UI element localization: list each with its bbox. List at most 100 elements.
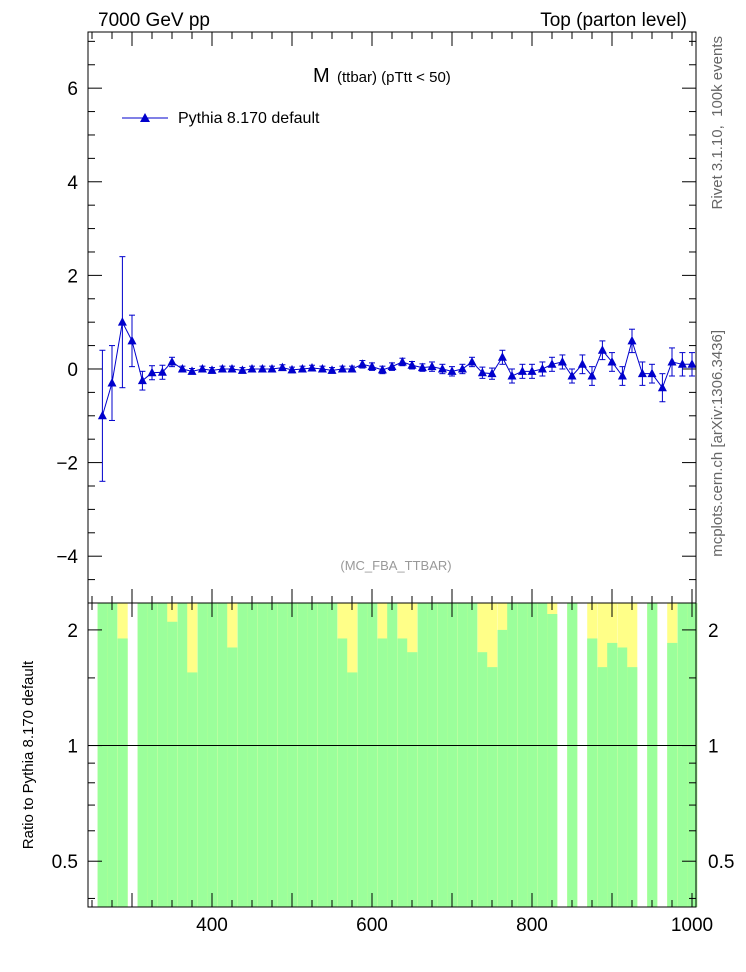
- main-ytick-label: 0: [67, 360, 78, 381]
- ratio-band-inner: [527, 603, 538, 907]
- ratio-band-inner: [387, 603, 398, 907]
- data-point: [157, 367, 167, 376]
- ratio-band-inner: [307, 603, 318, 907]
- ratio-band-inner: [517, 603, 528, 907]
- main-ytick-label: −2: [56, 454, 78, 475]
- ratio-xtick-label: 1000: [671, 915, 713, 936]
- data-point: [637, 368, 647, 378]
- data-point: [197, 363, 207, 373]
- data-point: [627, 335, 637, 345]
- data-point: [517, 366, 527, 375]
- ratio-band-inner: [477, 652, 488, 907]
- ratio-band-inner: [357, 603, 368, 907]
- ratio-ytick-label: 2: [67, 621, 78, 642]
- data-point: [457, 363, 467, 373]
- ratio-xtick-label: 800: [516, 915, 548, 936]
- legend-label: Pythia 8.170 default: [178, 110, 320, 127]
- plot-title-main: M: [313, 65, 330, 87]
- legend-marker: [140, 113, 150, 122]
- data-point: [597, 345, 607, 354]
- ratio-band-inner: [267, 603, 278, 907]
- data-point: [347, 363, 357, 373]
- data-point: [617, 371, 627, 380]
- data-point: [217, 363, 227, 373]
- ratio-band-inner: [137, 603, 148, 907]
- data-point: [607, 356, 617, 366]
- ratio-band-inner: [107, 603, 118, 907]
- ratio-ytick-label: 1: [67, 737, 78, 758]
- data-point: [317, 363, 327, 373]
- ratio-band-inner: [327, 603, 338, 907]
- ratio-band-inner: [687, 603, 698, 907]
- data-point: [307, 363, 317, 372]
- data-point: [377, 364, 387, 374]
- data-point: [497, 352, 507, 361]
- data-point: [237, 365, 247, 374]
- ratio-ytick-label-right: 0.5: [708, 852, 734, 873]
- data-point: [297, 363, 307, 373]
- data-point: [507, 371, 517, 380]
- ratio-band-inner: [427, 603, 438, 907]
- data-point: [647, 368, 657, 378]
- main-ytick-label: 2: [67, 266, 78, 287]
- ratio-band-inner: [487, 667, 498, 907]
- ratio-band-inner: [197, 603, 208, 907]
- data-point: [387, 361, 397, 371]
- ratio-band-inner: [497, 629, 508, 907]
- ratio-band-inner: [397, 638, 408, 907]
- data-point: [537, 363, 547, 373]
- ratio-ytick-label-right: 1: [708, 737, 719, 758]
- data-point: [677, 359, 687, 368]
- data-point: [227, 363, 237, 373]
- data-point: [287, 364, 297, 374]
- data-point: [417, 362, 427, 372]
- data-point: [407, 360, 417, 369]
- data-point: [327, 365, 337, 374]
- ratio-band-inner: [167, 621, 178, 907]
- data-point: [187, 366, 197, 375]
- ratio-band-inner: [437, 603, 448, 907]
- data-point: [337, 363, 347, 373]
- ratio-frame: [87, 602, 697, 908]
- legend: Pythia 8.170 default: [122, 110, 320, 127]
- data-point: [527, 366, 537, 375]
- ratio-band-inner: [317, 603, 328, 907]
- ratio-band-inner: [667, 642, 678, 907]
- ratio-band-inner: [677, 603, 688, 907]
- header-left: 7000 GeV pp: [98, 10, 210, 31]
- ratio-xtick-label: 600: [356, 915, 388, 936]
- ratio-band-inner: [507, 603, 518, 907]
- data-point: [587, 371, 597, 380]
- ratio-band-inner: [247, 603, 258, 907]
- ratio-band-inner: [347, 672, 358, 907]
- rivet-label: Rivet 3.1.10, 100k events: [709, 36, 726, 209]
- data-point: [667, 356, 677, 366]
- main-ytick-label: 4: [67, 173, 78, 194]
- data-point: [397, 356, 407, 366]
- ratio-band-inner: [147, 603, 158, 907]
- data-point: [447, 366, 457, 375]
- ratio-band-inner: [547, 614, 558, 907]
- ratio-band-inner: [617, 647, 628, 907]
- ratio-band-inner: [287, 603, 298, 907]
- data-point: [687, 359, 697, 368]
- ratio-band-inner: [587, 638, 598, 907]
- data-point: [547, 359, 557, 368]
- ratio-band-inner: [117, 638, 128, 907]
- ratio-band-inner: [567, 603, 578, 907]
- ratio-band-inner: [607, 642, 618, 907]
- analysis-watermark: (MC_FBA_TTBAR): [340, 558, 451, 573]
- data-point: [437, 363, 447, 373]
- data-point: [257, 363, 267, 373]
- ratio-ytick-label: 0.5: [52, 852, 78, 873]
- ratio-band-inner: [467, 603, 478, 907]
- ratio-band-inner: [157, 603, 168, 907]
- header-right: Top (parton level): [540, 10, 687, 31]
- data-point: [657, 382, 667, 392]
- ratio-band-inner: [207, 603, 218, 907]
- ratio-band-inner: [537, 603, 548, 907]
- ratio-band-inner: [447, 603, 458, 907]
- ratio-band-inner: [627, 667, 638, 907]
- data-point: [557, 356, 567, 366]
